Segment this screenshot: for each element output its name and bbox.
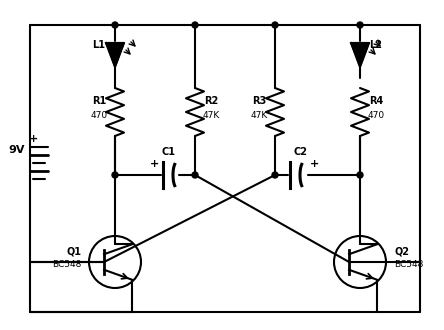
Text: R2: R2 [204,96,218,106]
Circle shape [357,172,363,178]
Text: 47K: 47K [202,111,220,120]
Circle shape [272,172,278,178]
Text: Q1: Q1 [66,246,81,256]
Text: +: + [149,159,159,169]
Text: +: + [309,159,319,169]
Text: 470: 470 [91,111,107,120]
Circle shape [192,22,198,28]
Text: +: + [28,134,38,144]
Circle shape [192,172,198,178]
Text: C1: C1 [161,147,175,157]
Circle shape [112,172,118,178]
Circle shape [112,22,118,28]
Text: R1: R1 [92,96,106,106]
Text: 470: 470 [368,111,385,120]
Text: L2: L2 [369,40,382,50]
Text: BC548: BC548 [394,260,424,269]
Text: L1: L1 [92,40,106,50]
Text: C2: C2 [293,147,307,157]
Circle shape [357,22,363,28]
Circle shape [272,22,278,28]
Text: Q2: Q2 [394,246,409,256]
Text: BC548: BC548 [52,260,81,269]
Text: R3: R3 [252,96,266,106]
Text: 9V: 9V [8,145,25,155]
Text: R4: R4 [369,96,383,106]
Text: 47K: 47K [250,111,268,120]
Polygon shape [351,43,369,67]
Polygon shape [106,43,124,67]
